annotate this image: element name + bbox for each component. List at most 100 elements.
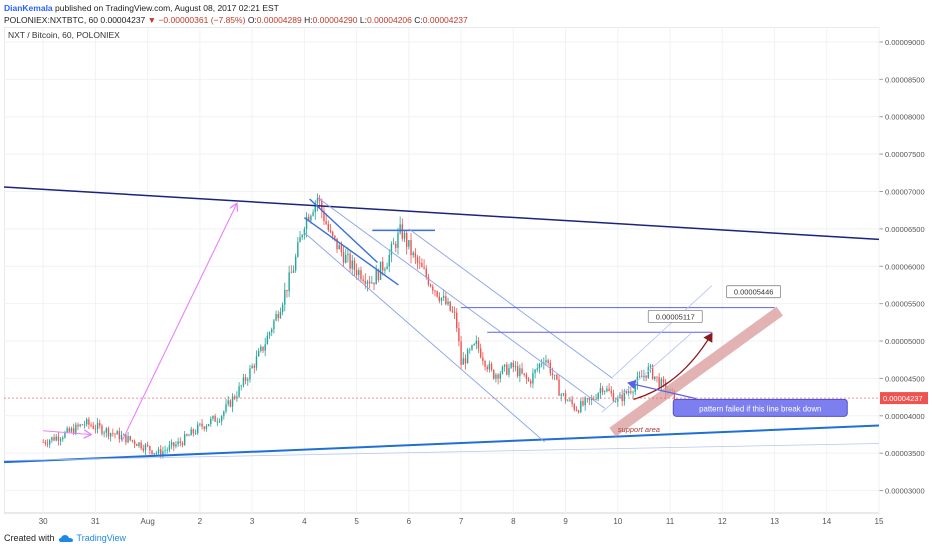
candle-up (62, 437, 64, 440)
y-tick-label: 0.00006500 (885, 225, 925, 234)
candle-up (469, 349, 471, 351)
candle-down (336, 238, 338, 250)
candle-down (662, 379, 665, 383)
candle-up (634, 384, 636, 392)
candle-down (410, 240, 412, 256)
candle-up (390, 243, 393, 255)
downtrend-line (4, 186, 880, 241)
candle-up (120, 435, 123, 440)
candle-down (460, 341, 462, 365)
candle-up (534, 369, 536, 374)
candle-down (651, 365, 654, 379)
candle-up (560, 394, 562, 396)
candle-up (627, 391, 630, 394)
candle-up (279, 312, 282, 319)
candle-down (451, 310, 454, 312)
x-tick-label: 2 (198, 517, 203, 526)
y-tick-label: 0.00003000 (885, 487, 925, 496)
candle-down (547, 360, 549, 363)
candle-down (277, 314, 279, 319)
candle-down (140, 442, 142, 449)
candle-down (125, 434, 127, 443)
candle-down (612, 393, 615, 402)
candle-down (342, 251, 345, 263)
candle-up (643, 375, 645, 378)
channel-up-line (601, 333, 692, 413)
candle-down (625, 390, 628, 394)
candle-up (508, 367, 510, 375)
candle-down (673, 390, 676, 402)
tradingview-brand[interactable]: TradingView (76, 533, 127, 543)
candle-down (329, 229, 332, 232)
candle-down (308, 216, 310, 221)
candle-up (294, 256, 297, 271)
support-line (4, 424, 880, 464)
candle-up (183, 434, 186, 446)
candle-down (234, 396, 236, 399)
candle-up (392, 243, 395, 245)
candle-down (327, 224, 330, 230)
candle-up (632, 391, 634, 393)
candle-up (188, 435, 190, 437)
channel-line (317, 197, 606, 409)
candle-up (397, 232, 399, 248)
candle-up (138, 442, 140, 447)
candle-down (57, 436, 60, 441)
candle-up (447, 301, 449, 305)
candle-down (46, 443, 49, 445)
candle-up (236, 396, 238, 399)
candle-down (151, 450, 153, 454)
candle-up (366, 281, 369, 284)
candle-down (645, 375, 647, 378)
candle-up (567, 400, 569, 402)
y-tick-label: 0.00005500 (885, 300, 925, 309)
candle-up (59, 439, 62, 441)
candle-up (536, 368, 538, 370)
candle-down (423, 267, 425, 269)
support-band (609, 306, 783, 437)
candle-up (623, 390, 626, 402)
candle-up (109, 433, 112, 437)
candle-up (303, 229, 306, 236)
candle-down (573, 404, 575, 410)
candle-down (464, 358, 467, 364)
candle-up (275, 314, 277, 321)
chart-area[interactable]: 0.00009000 0.00008500 0.00008000 0.00007500… (4, 27, 928, 529)
callout-pointer (627, 379, 697, 400)
candle-down (601, 388, 604, 392)
y-tick-label: 0.00006000 (885, 262, 925, 271)
candle-up (375, 269, 377, 285)
candle-up (231, 396, 234, 407)
candle-up (440, 297, 443, 301)
last-price-label: 0.00004237 (883, 394, 923, 403)
candle-up (238, 386, 240, 397)
x-tick-label: 6 (407, 517, 412, 526)
candle-up (273, 320, 275, 330)
candle-up (310, 215, 312, 221)
candle-up (249, 368, 251, 380)
x-tick-label: 3 (250, 517, 255, 526)
candle-up (162, 450, 164, 456)
symbol-line: POLONIEX:NXTBTC, 60 0.00004237 ▼ −0.0000… (4, 14, 468, 26)
x-tick-label: Aug (141, 517, 155, 526)
candle-up (510, 362, 512, 368)
published-text: published on TradingView.com, August 08,… (55, 3, 279, 13)
price-chart[interactable]: 0.00009000 0.00008500 0.00008000 0.00007500… (4, 27, 928, 529)
candle-down (582, 401, 584, 406)
candle-up (358, 270, 360, 276)
candle-down (621, 394, 623, 402)
candle-up (257, 350, 260, 357)
candle-down (564, 393, 567, 401)
candle-up (105, 428, 108, 433)
plot-frame (4, 27, 880, 514)
candle-up (79, 424, 81, 427)
y-tick-label: 0.00004000 (885, 412, 925, 421)
candle-down (449, 301, 451, 311)
close-label: C: (414, 15, 423, 25)
candle-down (203, 426, 205, 429)
candle-up (388, 254, 390, 267)
candle-up (144, 444, 147, 451)
author-name[interactable]: DianKemala (4, 3, 53, 13)
candle-up (532, 373, 534, 384)
created-with-text: Created with (4, 533, 55, 543)
